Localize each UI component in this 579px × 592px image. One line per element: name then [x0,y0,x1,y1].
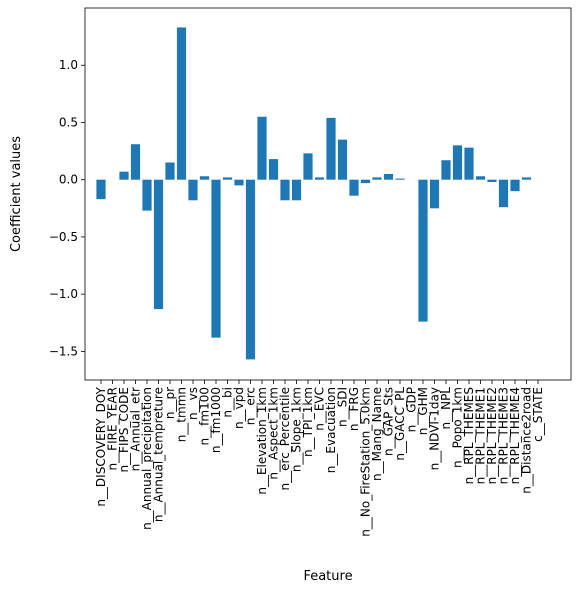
x-tick-label: n__Mang_Name [370,387,384,481]
x-tick-label: n__RPL_THEME1 [474,387,488,484]
x-tick-label: n__SDI [336,387,350,427]
x-tick-label: n__erc [244,387,258,425]
x-tick-label: n__Annual_tempreture [152,387,166,522]
bar [326,117,336,180]
x-tick-label: n__RPL_THEME4 [508,387,522,484]
bar [464,147,474,180]
x-tick-label: n__DISCOVERY_DOY [94,386,108,506]
x-tick-label: n__Aspect_1km [267,387,281,480]
x-tick-label: n__tmmn [175,387,189,442]
bar [280,179,290,201]
x-tick-label: n__bi [221,387,235,418]
x-tick-label: n__NPL [439,387,453,430]
x-tick-label: n__FIPS_CODE [117,387,131,473]
plot-frame [84,7,572,381]
x-tick-label: n__FRG [347,387,361,431]
plot-area [85,8,571,380]
x-tick-label: c__STATE [531,387,545,442]
bar [510,179,520,192]
bar [257,116,267,180]
x-tick-label: n__Distance2road [520,387,534,494]
bar [383,173,394,180]
bar [119,171,129,180]
bar [452,145,463,180]
x-tick-label: n__Elevation_1km [255,387,269,495]
bar [188,179,198,201]
bar [418,179,428,322]
bar [211,179,221,338]
x-tick-label: n__GHM [416,387,430,435]
bar [372,177,382,180]
bar [349,179,359,196]
y-tick-label: 1.0 [59,58,78,72]
bar [222,177,233,180]
x-axis-label: Feature [303,569,352,584]
y-axis-label: Coefficient values [9,136,24,252]
bar [498,179,509,208]
y-axis: −1.5 −1.0 −0.5 0.0 0.5 1.0 [49,58,85,358]
x-tick-label: n__Evacuation [324,387,338,473]
x-tick-label: n__Annual_precipitation [140,387,154,530]
bar [360,179,371,184]
x-tick-label: n__RPL_THEME2 [485,387,499,484]
bar [429,179,440,209]
bar [314,177,325,180]
x-tick-label: n__FIRE_YEAR [106,387,120,470]
bar [199,176,210,180]
bar [395,178,405,180]
bar [96,179,106,200]
bar [142,179,152,211]
x-tick-label: n__NDVI-1day [428,387,442,470]
x-axis: n__DISCOVERY_DOYn__FIRE_YEARn__FIPS_CODE… [94,380,545,537]
y-tick-label: −1.5 [49,344,78,358]
bar [521,177,532,180]
x-tick-label: n__GDP [405,387,419,432]
x-tick-label: n__GAP_Sts [382,387,396,456]
bar [245,179,256,360]
x-tick-label: n__erc_Percentile [278,387,292,490]
x-tick-label: n__EVC [313,387,327,431]
bar [475,176,486,180]
bars-group [96,27,532,360]
bar [176,27,187,180]
y-tick-label: −0.5 [49,230,78,244]
bar [165,162,175,180]
y-tick-label: 0.5 [59,115,78,129]
x-tick-label: n__RPL_THEMES [462,387,476,484]
bar [291,179,302,201]
x-tick-label: n__fm100 [198,387,212,445]
bar [303,153,313,180]
bar [234,179,244,186]
bar [441,160,451,180]
x-tick-label: n__TPI_1km [301,387,315,457]
x-tick-label: n__fm1000 [209,387,223,453]
bar [130,144,141,180]
bar [268,159,279,180]
bar [337,139,348,180]
x-tick-label: n__GACC_PL [393,387,407,461]
x-tick-label: n__No_FireStation_5.0km [359,387,373,537]
x-tick-label: n__pr [163,387,177,419]
x-tick-label: n__Annual_etr [129,387,143,471]
x-tick-label: n__vs [186,387,200,420]
x-tick-label: n__Popo_1km [451,387,465,468]
bar [153,179,164,310]
y-tick-label: 0.0 [59,173,78,187]
x-tick-label: n__vpd [232,387,246,429]
bar [487,179,497,182]
x-tick-label: n__RPL_THEME3 [497,387,511,484]
x-tick-label: n__Slope_1km [290,387,304,472]
y-tick-label: −1.0 [49,287,78,301]
